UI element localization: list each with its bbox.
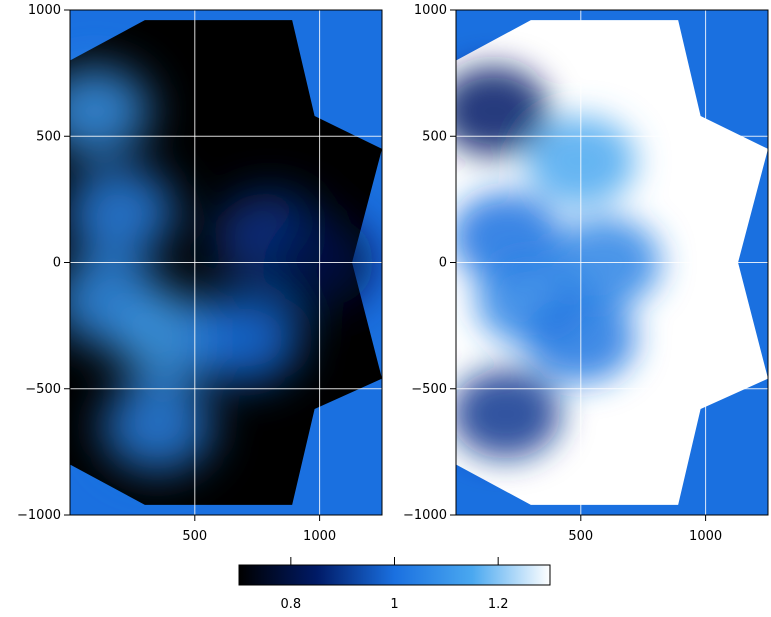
intensity-field bbox=[70, 66, 375, 472]
x-axis-ticks: 500 1000 bbox=[568, 515, 722, 544]
y-axis-ticks: 1000 500 0 −500 −1000 bbox=[17, 3, 70, 523]
y-tick-label: −500 bbox=[411, 382, 447, 397]
y-tick-label: 500 bbox=[422, 129, 447, 144]
y-axis-ticks: 1000 500 0 −500 −1000 bbox=[403, 3, 456, 523]
x-tick-label: 500 bbox=[182, 529, 207, 544]
x-tick-label: 1000 bbox=[689, 529, 722, 544]
x-tick-label: 1000 bbox=[303, 529, 336, 544]
x-axis-ticks: 500 1000 bbox=[182, 515, 336, 544]
colorbar-ticks: 0.8 1 1.2 bbox=[280, 557, 509, 612]
colorbar: 0.8 1 1.2 bbox=[238, 557, 551, 612]
y-tick-label: 1000 bbox=[28, 3, 61, 18]
intensity-blob bbox=[456, 66, 549, 156]
colorbar-gradient bbox=[238, 564, 551, 586]
colorbar-tick-label: 0.8 bbox=[280, 597, 301, 612]
intensity-blob bbox=[102, 381, 213, 472]
heatmap-panel-right: 1000 500 0 −500 −1000 500 1000 bbox=[403, 3, 769, 544]
intensity-blob bbox=[70, 167, 175, 257]
x-tick-label: 500 bbox=[568, 529, 593, 544]
y-tick-label: 0 bbox=[53, 256, 61, 271]
y-tick-label: −500 bbox=[25, 382, 61, 397]
y-tick-label: 1000 bbox=[414, 3, 447, 18]
heatmap-panel-left: 1000 500 0 −500 −1000 500 1000 bbox=[17, 3, 383, 544]
y-tick-label: −1000 bbox=[17, 508, 61, 523]
colorbar-tick-label: 1.2 bbox=[488, 597, 509, 612]
intensity-blob bbox=[456, 369, 561, 459]
intensity-blob bbox=[70, 66, 150, 156]
y-tick-label: 500 bbox=[36, 129, 61, 144]
y-tick-label: 0 bbox=[439, 256, 447, 271]
intensity-blob bbox=[189, 293, 300, 384]
colorbar-tick-label: 1 bbox=[390, 597, 398, 612]
y-tick-label: −1000 bbox=[403, 508, 447, 523]
